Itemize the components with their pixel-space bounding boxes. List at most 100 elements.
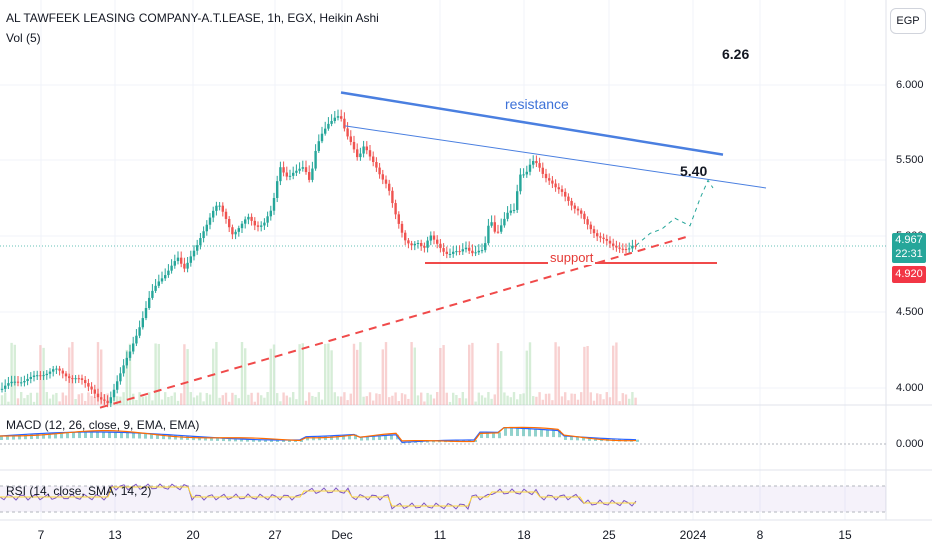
candle-body: [618, 247, 621, 249]
candle-body: [596, 233, 599, 237]
macd-histogram-bar: [6, 435, 9, 440]
candle-body: [61, 370, 64, 374]
candle-body: [336, 116, 340, 118]
price-tick: 5.500: [896, 154, 924, 166]
candle-body: [116, 381, 119, 390]
volume-bar: [580, 392, 583, 405]
macd-histogram-bar: [276, 439, 279, 442]
candle-body: [39, 375, 42, 377]
candle-body: [480, 250, 484, 252]
volume-bar: [189, 392, 192, 405]
macd-histogram-bar: [330, 435, 333, 440]
volume-bar: [48, 398, 52, 405]
candle-body: [474, 252, 477, 254]
volume-bar: [506, 395, 509, 405]
candle-body: [234, 231, 237, 235]
volume-bar: [314, 396, 317, 405]
volume-indicator-label[interactable]: Vol (5): [6, 31, 41, 45]
forecast-path: [635, 179, 714, 246]
candle-body: [602, 237, 605, 240]
candle-body: [519, 174, 522, 192]
candle-body: [180, 257, 183, 264]
candle-body: [77, 378, 80, 380]
candle-body: [7, 383, 10, 386]
macd-histogram-bar: [228, 438, 231, 442]
volume-bar: [484, 397, 487, 405]
resistance-line-thin: [344, 125, 767, 189]
candle-body: [228, 218, 231, 228]
candle-body: [445, 251, 448, 254]
candle-body: [276, 181, 279, 198]
candle-body: [349, 136, 352, 142]
candle-body: [205, 224, 208, 232]
candle-body: [324, 128, 327, 134]
x-axis-label: 15: [838, 528, 852, 542]
volume-bar: [196, 395, 199, 405]
x-axis-label: 2024: [679, 528, 707, 542]
volume-bar: [416, 395, 420, 405]
candle-body: [215, 205, 218, 211]
candle-body: [202, 231, 205, 239]
macd-histogram-bar: [588, 437, 591, 441]
volume-bar: [375, 393, 378, 405]
resistance-line-thick: [340, 91, 724, 156]
volume-bar: [324, 343, 327, 405]
volume-bar: [381, 349, 384, 405]
candle-body: [512, 209, 516, 211]
macd-histogram-bar: [234, 438, 237, 442]
currency-button[interactable]: EGP: [890, 8, 926, 34]
volume-bar: [170, 395, 173, 405]
candle-body: [432, 235, 436, 240]
macd-histogram-bar: [162, 434, 165, 440]
volume-bar: [167, 396, 170, 405]
macd-histogram-bar: [36, 433, 39, 439]
candle-body: [148, 297, 151, 308]
macd-histogram-bar: [534, 428, 537, 437]
volume-bar: [522, 393, 525, 405]
macd-histogram-bar: [90, 432, 93, 439]
volume-bar: [148, 392, 151, 405]
candle-body: [615, 245, 618, 248]
macd-histogram-bar: [114, 432, 117, 439]
candle-body: [263, 222, 266, 226]
volume-bar: [122, 392, 125, 405]
rsi-label[interactable]: RSI (14, close, SMA, 14, 2): [6, 484, 152, 498]
candle-body: [0, 388, 4, 390]
candle-body: [506, 212, 509, 219]
volume-bars: [0, 342, 637, 405]
candle-body: [496, 231, 500, 233]
candle-body: [327, 123, 330, 129]
candle-body: [52, 369, 55, 372]
volume-bar: [634, 397, 637, 405]
candle-body: [189, 256, 192, 263]
candle-body: [96, 393, 100, 398]
volume-bar: [615, 342, 618, 405]
macd-histogram-bar: [240, 439, 243, 442]
macd-histogram-bar: [222, 438, 225, 442]
volume-bar: [330, 350, 333, 405]
candle-body: [71, 378, 74, 380]
candle-body: [388, 183, 391, 191]
volume-bar: [308, 392, 311, 405]
candle-body: [32, 375, 36, 377]
volume-bar: [573, 393, 576, 405]
macd-label[interactable]: MACD (12, 26, close, 9, EMA, EMA): [6, 418, 200, 432]
macd-histogram-bar: [30, 434, 33, 440]
volume-bar: [570, 393, 573, 405]
volume-bar: [477, 392, 480, 405]
volume-bar: [77, 394, 80, 405]
candle-body: [576, 208, 580, 211]
macd-histogram-bar: [12, 435, 15, 440]
volume-bar: [13, 344, 16, 405]
resistance-label: resistance: [505, 96, 569, 112]
candle-body: [525, 171, 528, 175]
volume-bar: [346, 400, 349, 405]
macd-histogram-bar: [366, 436, 369, 441]
price-tick: 6.000: [896, 79, 924, 91]
candle-body: [490, 222, 493, 226]
macd-tick: 0.000: [896, 438, 924, 450]
candle-body: [592, 229, 596, 234]
volume-bar: [439, 347, 442, 405]
candle-body: [231, 227, 234, 235]
